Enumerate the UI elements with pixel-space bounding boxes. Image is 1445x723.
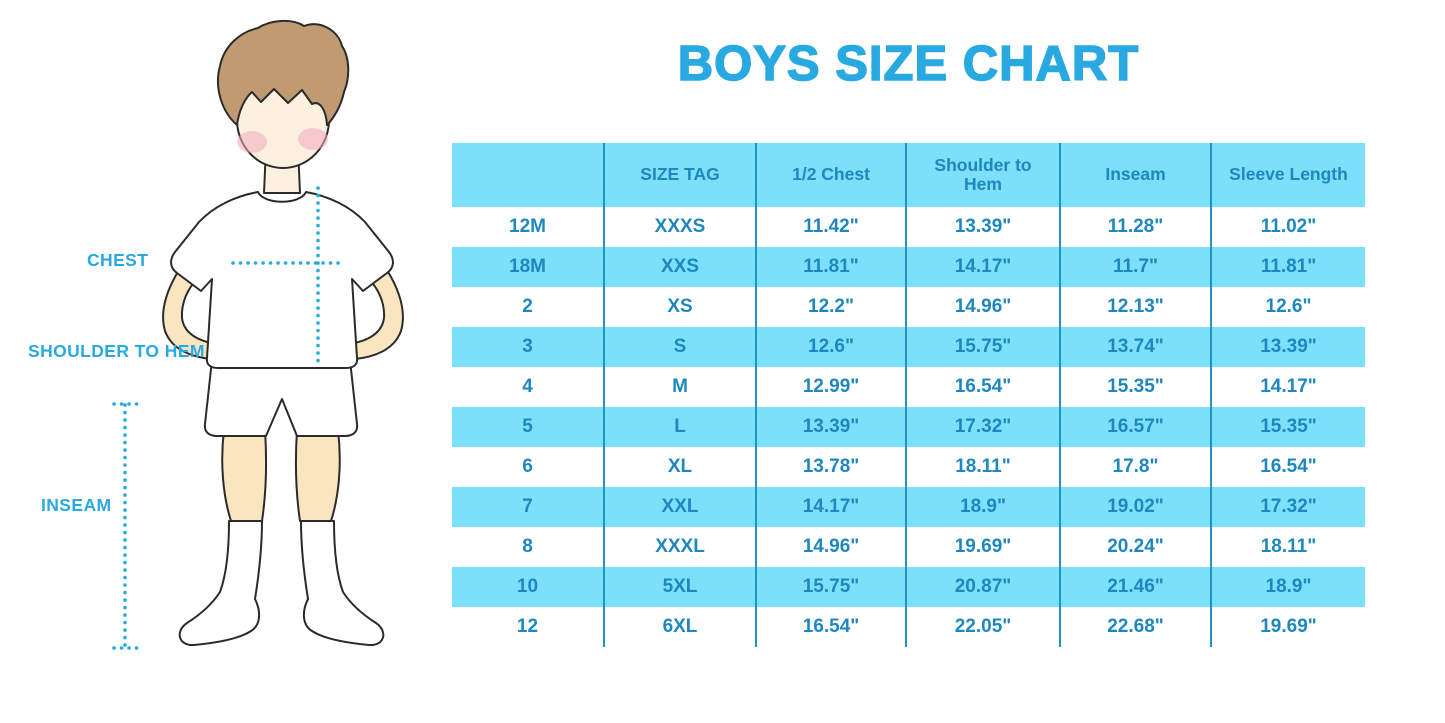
size-value-cell: 22.05" [905,607,1059,647]
size-value-cell: 13.74" [1059,327,1210,367]
column-header: Shoulder to Hem [905,143,1059,207]
size-value-cell: 6XL [603,607,755,647]
size-table: SIZE TAG 1/2 Chest Shoulder to Hem Inseam Sl… [452,143,1365,647]
measurement-guides [112,186,346,650]
size-value-cell: 17.8" [1059,447,1210,487]
boy-socks [178,520,385,647]
table-row: 4 M 12.99" 16.54" 15.35" 14.17" [452,367,1365,407]
boy-cheeks [237,128,328,153]
boy-hair [216,20,350,126]
size-value-cell: 16.54" [755,607,905,647]
size-value-cell: S [603,327,755,367]
size-value-cell: 15.75" [905,327,1059,367]
size-value-cell: 17.32" [1210,487,1365,527]
table-row: 7 XXL 14.17" 18.9" 19.02" 17.32" [452,487,1365,527]
size-value-cell: XXXL [603,527,755,567]
size-value-cell: 12.6" [755,327,905,367]
column-header: Inseam [1059,143,1210,207]
boy-legs [221,429,341,522]
size-value-cell: 21.46" [1059,567,1210,607]
boy-measurement-illustration [112,20,404,650]
size-value-cell: 11.81" [1210,247,1365,287]
table-row: 10 5XL 15.75" 20.87" 21.46" 18.9" [452,567,1365,607]
size-value-cell: 15.35" [1059,367,1210,407]
size-value-cell: 14.17" [755,487,905,527]
row-size-label: 12 [516,615,539,637]
size-value-cell: 13.39" [1210,327,1365,367]
size-value-cell: 14.17" [1210,367,1365,407]
size-value-cell: 18.9" [905,487,1059,527]
size-value-cell: 11.02" [1210,207,1365,247]
row-size-label: 18M [509,255,546,277]
size-value-cell: 12.99" [755,367,905,407]
size-value-cell: 18.9" [1210,567,1365,607]
size-value-cell: 19.69" [1210,607,1365,647]
size-value-cell: 22.68" [1059,607,1210,647]
size-value-cell: XS [603,287,755,327]
column-header: SIZE TAG [603,143,755,207]
size-value-cell: L [603,407,755,447]
size-value-cell: 13.78" [755,447,905,487]
size-value-cell: 18.11" [905,447,1059,487]
table-row: 8 XXXL 14.96" 19.69" 20.24" 18.11" [452,527,1365,567]
size-value-cell: 14.17" [905,247,1059,287]
size-value-cell: 16.54" [1210,447,1365,487]
row-size-label: 5 [522,415,533,437]
size-value-cell: 19.69" [905,527,1059,567]
row-size-label: 12M [509,215,546,237]
row-size-label: 10 [516,575,539,597]
size-value-cell: XXS [603,247,755,287]
page-title: BOYS SIZE CHART [677,36,1140,92]
size-value-cell: 20.24" [1059,527,1210,567]
row-size-label: 3 [522,335,533,357]
size-value-cell: 19.02" [1059,487,1210,527]
size-value-cell: 14.96" [905,287,1059,327]
row-size-label: 2 [522,295,533,317]
size-value-cell: 17.32" [905,407,1059,447]
table-row: 2 XS 12.2" 14.96" 12.13" 12.6" [452,287,1365,327]
table-row: 5 L 13.39" 17.32" 16.57" 15.35" [452,407,1365,447]
size-value-cell: 16.54" [905,367,1059,407]
size-value-cell: 16.57" [1059,407,1210,447]
size-value-cell: 18.11" [1210,527,1365,567]
shoulder-to-hem-label: SHOULDER TO HEM [28,341,205,361]
column-header: 1/2 Chest [755,143,905,207]
size-value-cell: M [603,367,755,407]
size-value-cell: 12.6" [1210,287,1365,327]
size-value-cell: XXXS [603,207,755,247]
table-row: 12M XXXS 11.42" 13.39" 11.28" 11.02" [452,207,1365,247]
size-value-cell: 14.96" [755,527,905,567]
chest-label: CHEST [87,250,149,270]
table-header-row: SIZE TAG 1/2 Chest Shoulder to Hem Inseam Sl… [452,143,1365,207]
column-header [452,143,603,207]
table-row: 3 S 12.6" 15.75" 13.74" 13.39" [452,327,1365,367]
row-size-label: 7 [522,495,533,517]
boy-shorts [203,359,359,437]
column-header: Sleeve Length [1210,143,1365,207]
size-value-cell: 12.13" [1059,287,1210,327]
size-value-cell: 5XL [603,567,755,607]
size-value-cell: 11.42" [755,207,905,247]
size-value-cell: XXL [603,487,755,527]
row-size-label: 6 [522,455,533,477]
size-value-cell: 12.2" [755,287,905,327]
row-size-label: 4 [522,375,533,397]
inseam-label: INSEAM [41,495,112,515]
size-value-cell: 15.35" [1210,407,1365,447]
table-row: 12 6XL 16.54" 22.05" 22.68" 19.69" [452,607,1365,647]
table-row: 6 XL 13.78" 18.11" 17.8" 16.54" [452,447,1365,487]
row-size-label: 8 [522,535,533,557]
size-value-cell: 11.28" [1059,207,1210,247]
size-value-cell: XL [603,447,755,487]
size-value-cell: 13.39" [755,407,905,447]
table-row: 18M XXS 11.81" 14.17" 11.7" 11.81" [452,247,1365,287]
size-value-cell: 15.75" [755,567,905,607]
size-value-cell: 20.87" [905,567,1059,607]
size-value-cell: 11.81" [755,247,905,287]
size-value-cell: 13.39" [905,207,1059,247]
size-value-cell: 11.7" [1059,247,1210,287]
